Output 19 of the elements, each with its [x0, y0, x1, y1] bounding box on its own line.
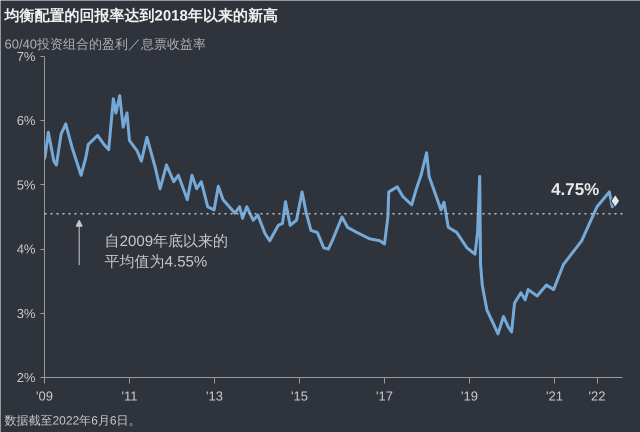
x-tick-label: '21 — [546, 388, 563, 404]
y-tick-label: 3% — [16, 306, 36, 321]
x-tick-label: '11 — [122, 388, 138, 404]
text: 数据截至2022年6月6日。 — [4, 414, 141, 428]
x-tick-label: '22 — [588, 388, 606, 404]
y-tick-label: 5% — [16, 177, 36, 192]
annotation: 4.75% — [551, 180, 600, 199]
y-tick-label: 6% — [16, 113, 36, 128]
chart-title: 均衡配置的回报率达到2018年以来的新高 — [4, 6, 278, 24]
x-tick-label: '09 — [36, 388, 53, 404]
x-tick-label: '15 — [291, 388, 308, 404]
y-tick-label: 2% — [16, 370, 36, 385]
y-tick-label: 4% — [16, 242, 36, 257]
chart-subtitle: 60/40投资组合的盈利／息票收益率 — [4, 36, 206, 52]
ref-line-label: 自2009年底以来的平均值为4.55% — [104, 233, 228, 270]
x-tick-label: '13 — [206, 388, 223, 404]
x-tick-label: '19 — [461, 388, 478, 404]
y-tick-label: 7% — [16, 49, 36, 64]
x-tick-label: '17 — [376, 388, 393, 404]
